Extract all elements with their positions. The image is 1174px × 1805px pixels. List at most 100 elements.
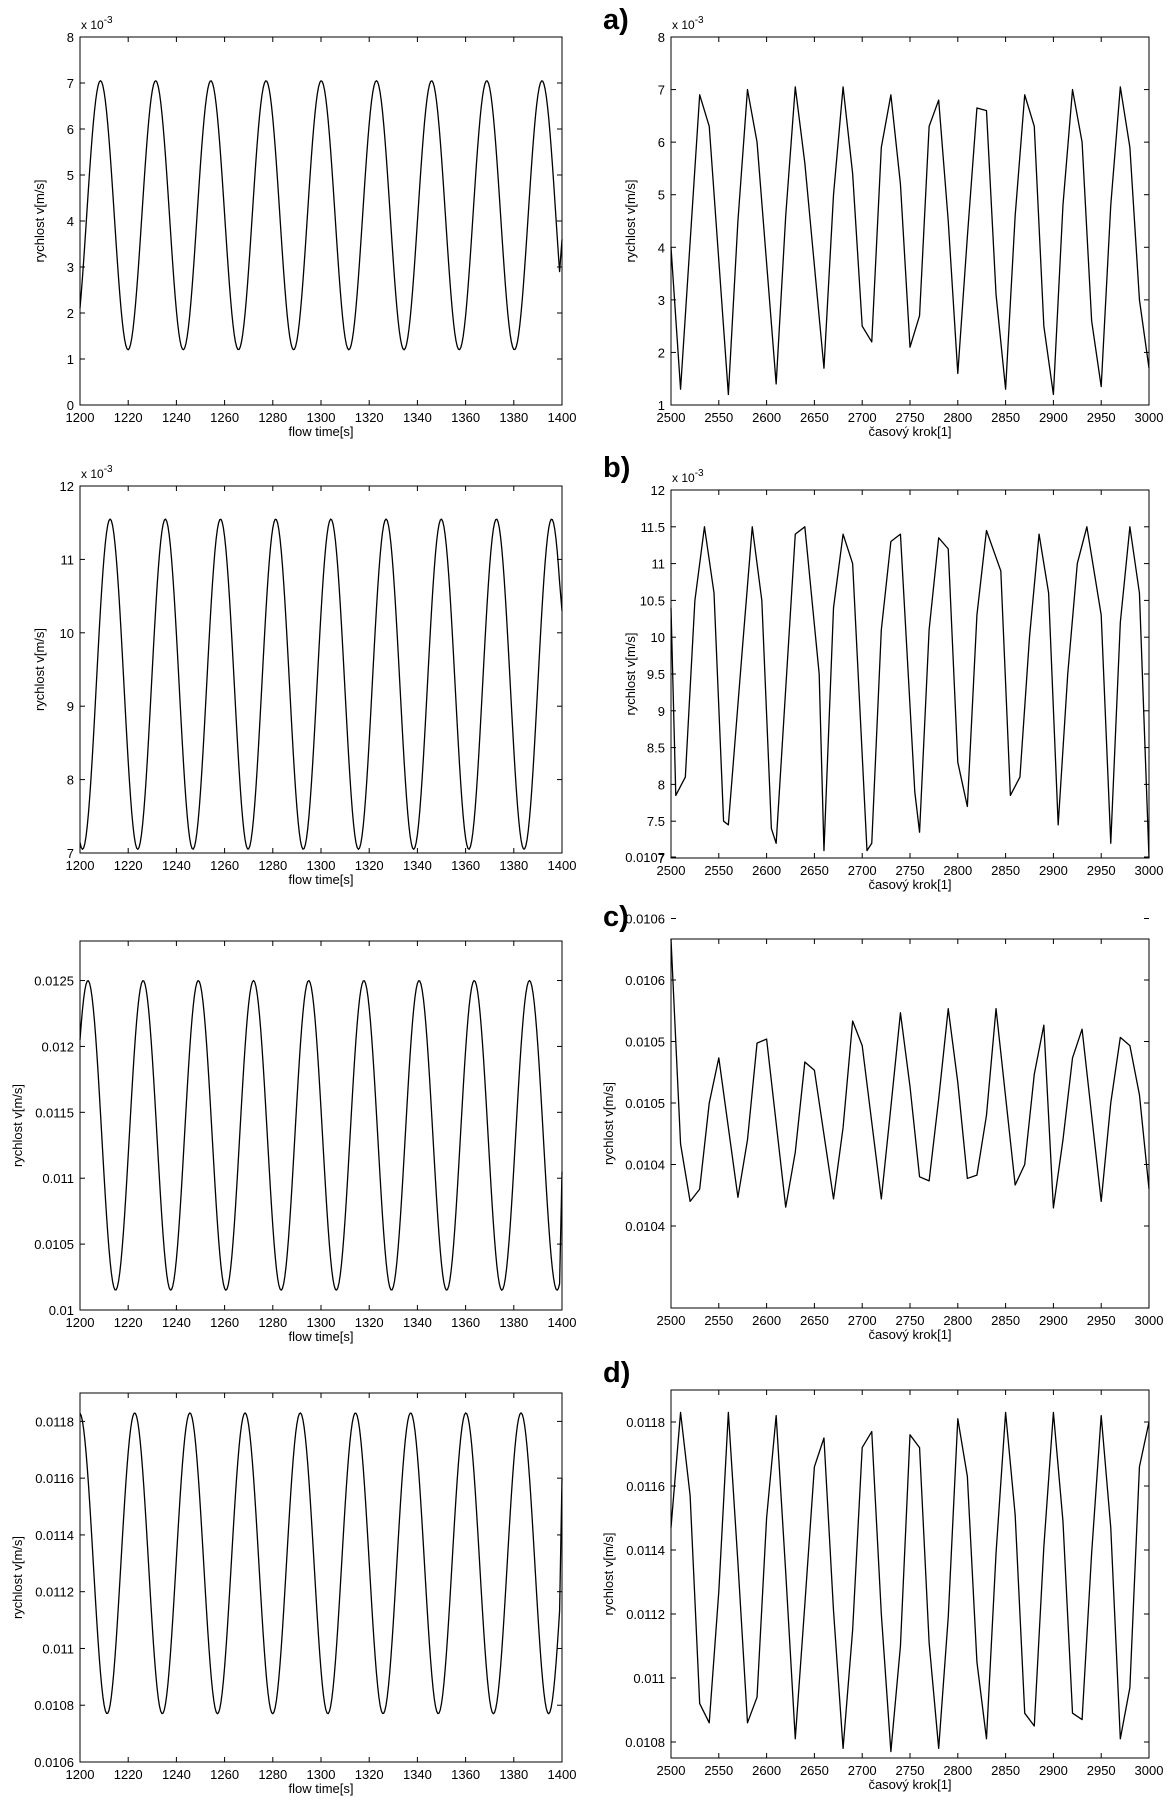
x-tick-label: 2850 <box>991 1763 1020 1778</box>
x-tick-label: 2500 <box>657 410 686 425</box>
plot-frame <box>670 938 1150 1309</box>
y-tick-label: 2 <box>658 345 665 360</box>
y-exponent-label: x 10-3 <box>81 464 113 481</box>
x-axis-label: flow time[s] <box>288 1329 353 1344</box>
x-tick-label: 1400 <box>548 410 577 425</box>
y-axis-label: rychlost v[m/s] <box>601 1082 616 1165</box>
x-tick-label: 2550 <box>704 1313 733 1328</box>
y-exponent-label: x 10-3 <box>672 15 704 32</box>
x-tick-label: 2750 <box>896 1313 925 1328</box>
y-tick-label: 0.0118 <box>626 1415 665 1430</box>
y-axis-label: rychlost v[m/s] <box>32 628 47 711</box>
y-tick-label: 0.0105 <box>625 1035 665 1050</box>
y-exponent-base: x 10 <box>672 471 695 485</box>
panel-label-a: a) <box>603 4 629 36</box>
y-tick-label: 12 <box>651 483 665 498</box>
x-tick-label: 1300 <box>307 858 336 873</box>
x-tick-label: 1260 <box>210 410 239 425</box>
series-line-0 <box>79 979 563 1291</box>
y-tick-label: 10 <box>60 626 74 641</box>
x-tick-label: 1340 <box>403 858 432 873</box>
x-tick-label: 1280 <box>258 858 287 873</box>
x-tick-label: 1240 <box>162 1315 191 1330</box>
y-tick-label: 0.0104 <box>625 1219 665 1234</box>
x-axis-label: flow time[s] <box>288 872 353 887</box>
y-exponent-label: x 10-3 <box>81 15 113 32</box>
y-tick-label: 4 <box>658 240 665 255</box>
y-axis-label: rychlost v[m/s] <box>32 179 47 262</box>
x-tick-label: 2750 <box>896 1763 925 1778</box>
x-tick-label: 2750 <box>896 410 925 425</box>
x-tick-label: 2800 <box>943 410 972 425</box>
x-tick-label: 2900 <box>1039 1313 1068 1328</box>
x-tick-label: 3000 <box>1135 863 1164 878</box>
x-tick-label: 1340 <box>403 410 432 425</box>
plot-frame <box>670 36 1150 406</box>
y-axis-label: rychlost v[m/s] <box>10 1084 25 1167</box>
x-tick-label: 2900 <box>1039 410 1068 425</box>
chart-c-left: 1200 1220 1240 1260 1280 1300 1320 1340 1360 1380… <box>10 940 576 1344</box>
y-tick-label: 3 <box>658 293 665 308</box>
x-tick-label: 2500 <box>657 1763 686 1778</box>
x-tick-label: 1380 <box>499 1767 528 1782</box>
x-tick-label: 1400 <box>548 1767 577 1782</box>
y-tick-label: 1 <box>67 352 74 367</box>
x-tick-label: 1360 <box>451 858 480 873</box>
x-tick-label: 2500 <box>657 863 686 878</box>
x-tick-label: 2900 <box>1039 1763 1068 1778</box>
series-line-0 <box>670 526 1150 859</box>
chart-d-right: 2500 2550 2600 2650 2700 2750 2800 2850 2900 2950… <box>601 1389 1163 1792</box>
x-tick-label: 1240 <box>162 1767 191 1782</box>
x-tick-label: 1280 <box>258 1315 287 1330</box>
y-exponent-base: x 10 <box>81 467 104 481</box>
panel-label-b: b) <box>603 452 631 484</box>
y-tick-label: 4 <box>67 214 74 229</box>
x-tick-label: 2800 <box>943 1763 972 1778</box>
x-tick-label: 1240 <box>162 410 191 425</box>
x-tick-label: 2750 <box>896 863 925 878</box>
x-tick-label: 2800 <box>943 1313 972 1328</box>
x-tick-label: 2850 <box>991 1313 1020 1328</box>
x-tick-label: 1220 <box>114 410 143 425</box>
y-tick-label: 0.0118 <box>35 1414 74 1429</box>
x-tick-label: 1280 <box>258 410 287 425</box>
y-axis-label: rychlost v[m/s] <box>601 1532 616 1615</box>
series-line-0 <box>79 518 563 850</box>
y-tick-label: 6 <box>658 135 665 150</box>
chart-b-left: 1200 1220 1240 1260 1280 1300 1320 1340 1360 1380… <box>32 464 576 887</box>
series-line-0 <box>670 938 1150 1209</box>
y-exponent-power: -3 <box>695 468 704 479</box>
chart-a-left: 1200 1220 1240 1260 1280 1300 1320 1340 1360 1380… <box>32 15 576 439</box>
chart-d-left: 1200 1220 1240 1260 1280 1300 1320 1340 1360 1380… <box>10 1392 577 1796</box>
x-tick-label: 2700 <box>848 410 877 425</box>
x-tick-label: 1360 <box>451 1767 480 1782</box>
plot-frame <box>79 940 563 1311</box>
y-tick-label: 0.0114 <box>35 1528 74 1543</box>
x-tick-label: 2950 <box>1087 1313 1116 1328</box>
y-tick-label: 1 <box>658 398 665 413</box>
y-tick-label: 0.0125 <box>34 974 74 989</box>
x-tick-label: 2800 <box>943 863 972 878</box>
x-tick-label: 1300 <box>307 1767 336 1782</box>
y-tick-label: 12 <box>60 479 74 494</box>
x-tick-label: 2850 <box>991 863 1020 878</box>
y-tick-label: 0.01 <box>49 1303 74 1318</box>
x-tick-label: 2550 <box>704 1763 733 1778</box>
y-tick-label: 10 <box>651 630 665 645</box>
x-tick-label: 2700 <box>848 1313 877 1328</box>
y-tick-label: 11.5 <box>641 520 665 535</box>
x-tick-label: 2500 <box>657 1313 686 1328</box>
panel-label-c: c) <box>603 901 629 933</box>
series-line-0 <box>79 80 563 351</box>
y-tick-label: 8.5 <box>647 741 665 756</box>
y-tick-label: 9 <box>658 704 665 719</box>
plot-frame <box>670 489 1150 859</box>
x-tick-label: 1300 <box>307 1315 336 1330</box>
y-tick-label: 3 <box>67 260 74 275</box>
y-tick-label: 8 <box>658 777 665 792</box>
y-tick-label: 0.0106 <box>625 973 665 988</box>
y-tick-label: 0.0104 <box>625 1158 665 1173</box>
x-tick-label: 1220 <box>114 858 143 873</box>
x-tick-label: 2950 <box>1087 1763 1116 1778</box>
x-tick-label: 1300 <box>307 410 336 425</box>
